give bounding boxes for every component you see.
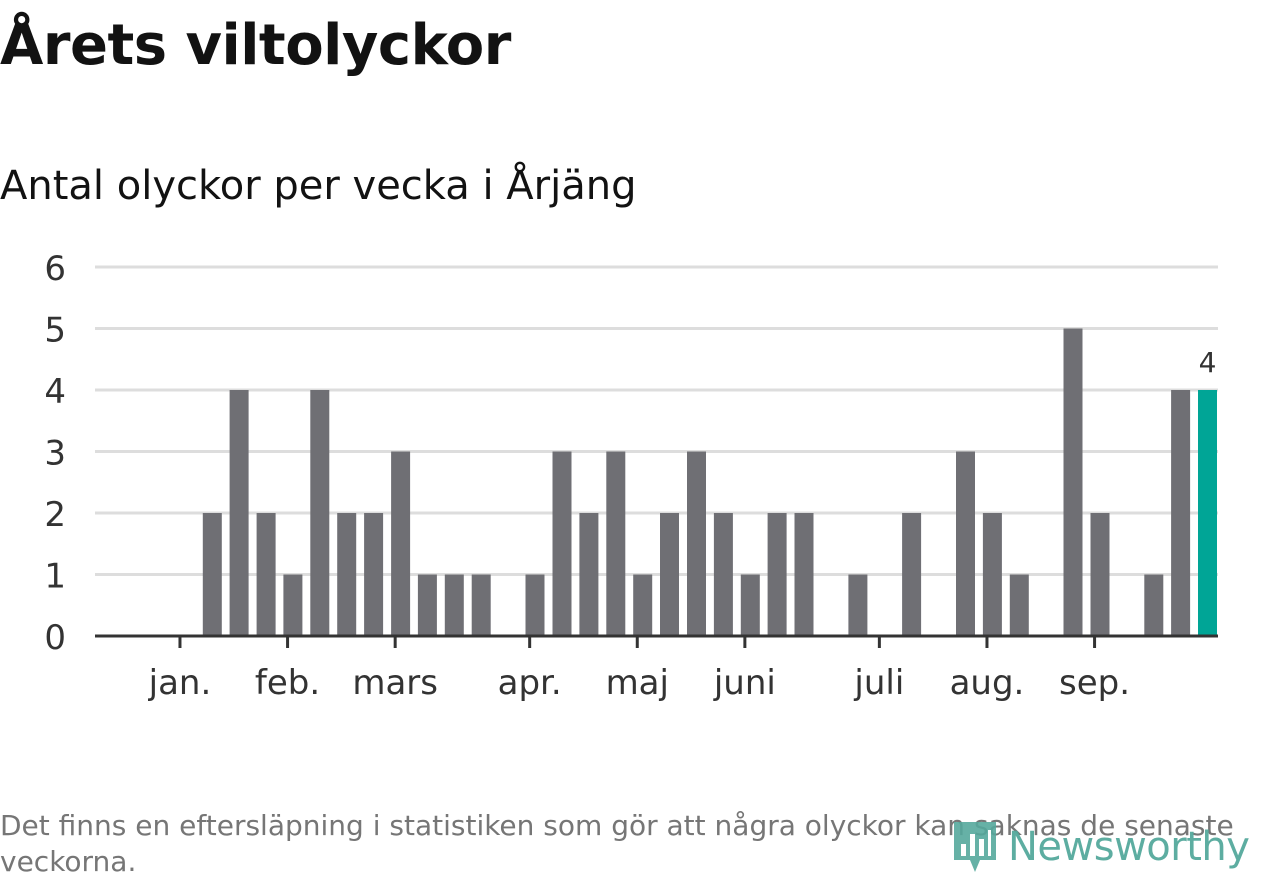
bar <box>687 451 706 636</box>
x-tick-label: feb. <box>255 663 320 703</box>
bar <box>740 574 760 636</box>
footnote: Det finns en eftersläpning i statistiken… <box>0 809 1234 878</box>
gridlines <box>95 265 1218 576</box>
y-axis-ticks: 0 1 2 3 4 5 6 <box>44 249 66 658</box>
bar-chart-pin-icon <box>954 822 996 872</box>
chart-title: Årets viltolyckor <box>0 13 511 78</box>
bar <box>606 451 626 636</box>
newsworthy-logo: Newsworthy <box>950 818 1250 876</box>
data-labels: 4 <box>1199 346 1217 379</box>
y-tick-label: 3 <box>44 434 66 474</box>
x-tick-label: mars <box>352 663 438 703</box>
x-tick-label: maj <box>606 663 669 703</box>
bar-chart: 0 1 2 3 4 5 6 jan. feb. mars apr. maj juni juli aug. s… <box>44 249 1218 703</box>
bar <box>767 513 787 636</box>
bar <box>229 390 249 636</box>
bar <box>525 574 545 636</box>
data-label: 4 <box>1199 346 1217 379</box>
bar <box>337 513 357 636</box>
bar <box>848 574 868 636</box>
x-tick-label: jan. <box>148 663 212 703</box>
x-axis-ticks: jan. feb. mars apr. maj juni juli aug. sep. <box>148 636 1130 703</box>
bar <box>364 513 384 636</box>
bar <box>633 574 653 636</box>
y-tick-label: 6 <box>44 249 66 289</box>
y-tick-label: 5 <box>44 311 66 351</box>
bar <box>552 451 572 636</box>
bar <box>283 574 303 636</box>
bar <box>579 513 599 636</box>
bar <box>902 513 922 636</box>
bar <box>471 574 491 636</box>
bar <box>202 513 222 636</box>
x-tick-label: sep. <box>1059 663 1130 703</box>
bar <box>391 451 411 636</box>
bars <box>202 328 1217 636</box>
bar <box>417 574 437 636</box>
x-tick-label: aug. <box>950 663 1025 703</box>
bar <box>444 574 464 636</box>
bar <box>1090 513 1110 636</box>
bar <box>660 513 679 636</box>
bar <box>794 513 814 636</box>
y-tick-label: 2 <box>44 495 66 535</box>
bar <box>956 451 975 636</box>
x-tick-label: apr. <box>498 663 562 703</box>
bar <box>982 513 1002 636</box>
y-tick-label: 0 <box>44 618 66 658</box>
highlight-bar <box>1198 390 1217 636</box>
bar <box>1171 390 1191 636</box>
x-tick-label: juni <box>713 663 776 703</box>
bar <box>713 513 733 636</box>
bar <box>1144 574 1164 636</box>
bar <box>1009 574 1029 636</box>
bar <box>310 390 330 636</box>
y-tick-label: 1 <box>44 557 66 597</box>
bar <box>256 513 276 636</box>
chart-subtitle: Antal olyckor per vecka i Årjäng <box>0 163 637 209</box>
bar <box>1063 328 1083 636</box>
logo-text: Newsworthy <box>1008 824 1250 870</box>
x-tick-label: juli <box>853 663 904 703</box>
y-tick-label: 4 <box>44 372 66 412</box>
